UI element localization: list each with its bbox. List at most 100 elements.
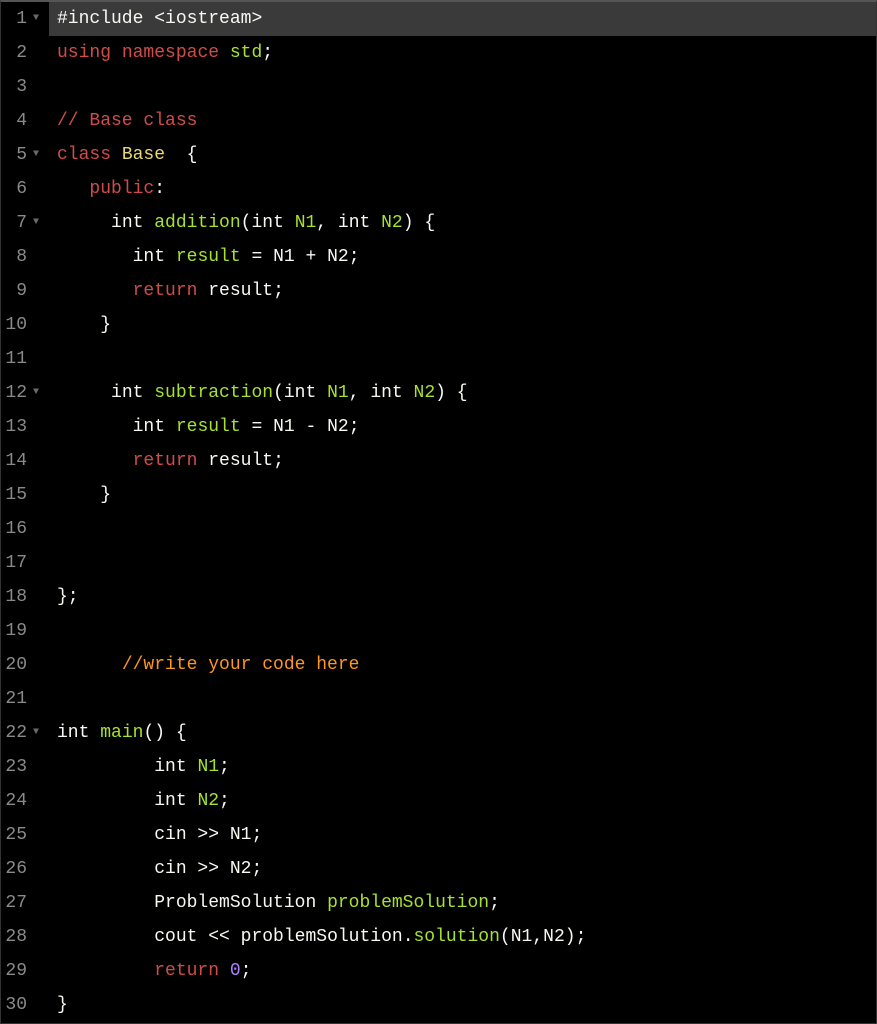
gutter-line: 22▼ xyxy=(1,716,39,750)
code-line[interactable] xyxy=(49,546,876,580)
code-token: ; xyxy=(262,43,273,63)
code-token: // Base class xyxy=(57,111,197,131)
gutter-line: 16 xyxy=(1,512,39,546)
code-token: #include xyxy=(57,9,143,29)
code-token xyxy=(284,213,295,233)
code-token xyxy=(143,383,154,403)
gutter-line: 26 xyxy=(1,852,39,886)
line-number: 16 xyxy=(5,512,27,546)
code-line[interactable]: int N2; xyxy=(49,784,876,818)
code-token: cout xyxy=(154,927,197,947)
code-token xyxy=(219,43,230,63)
code-token: ); xyxy=(565,927,587,947)
code-line[interactable]: }; xyxy=(49,580,876,614)
fold-arrow-icon[interactable]: ▼ xyxy=(29,138,39,172)
code-line[interactable] xyxy=(49,70,876,104)
line-number: 2 xyxy=(16,36,27,70)
code-token: N1 xyxy=(511,927,533,947)
code-token xyxy=(57,281,133,301)
code-token xyxy=(57,825,154,845)
line-number: 27 xyxy=(5,886,27,920)
code-token: ) { xyxy=(435,383,467,403)
code-editor[interactable]: 1▼2345▼67▼89101112▼13141516171819202122▼… xyxy=(1,2,876,1023)
code-line[interactable]: int main() { xyxy=(49,716,876,750)
code-line[interactable]: int result = N1 + N2; xyxy=(49,240,876,274)
code-token xyxy=(316,383,327,403)
fold-arrow-icon[interactable]: ▼ xyxy=(29,376,39,410)
code-line[interactable]: int N1; xyxy=(49,750,876,784)
code-token: int xyxy=(133,247,165,267)
line-number: 12 xyxy=(5,376,27,410)
code-token: cin xyxy=(154,825,186,845)
code-token: ; xyxy=(273,451,284,471)
code-line[interactable]: } xyxy=(49,478,876,512)
code-token: ; xyxy=(349,417,360,437)
code-line[interactable]: cin >> N2; xyxy=(49,852,876,886)
code-line[interactable]: // Base class xyxy=(49,104,876,138)
code-line[interactable]: int addition(int N1, int N2) { xyxy=(49,206,876,240)
code-token: result xyxy=(208,451,273,471)
code-token: N2 xyxy=(327,247,349,267)
code-token xyxy=(165,247,176,267)
code-token: int xyxy=(251,213,283,233)
gutter-line: 4 xyxy=(1,104,39,138)
code-line[interactable]: int subtraction(int N1, int N2) { xyxy=(49,376,876,410)
line-number: 21 xyxy=(5,682,27,716)
code-token: problemSolution xyxy=(241,927,403,947)
line-number: 11 xyxy=(5,342,27,376)
code-token xyxy=(57,961,154,981)
code-token xyxy=(57,859,154,879)
fold-arrow-icon[interactable]: ▼ xyxy=(29,206,39,240)
code-line[interactable]: //write your code here xyxy=(49,648,876,682)
code-line[interactable]: return result; xyxy=(49,274,876,308)
gutter-line: 29 xyxy=(1,954,39,988)
code-token: int xyxy=(338,213,370,233)
code-line[interactable]: } xyxy=(49,988,876,1022)
code-token: N1 xyxy=(197,757,219,777)
code-line[interactable] xyxy=(49,682,876,716)
code-token xyxy=(197,451,208,471)
code-token: int xyxy=(133,417,165,437)
code-line[interactable]: public: xyxy=(49,172,876,206)
code-token: = xyxy=(241,417,273,437)
code-token: ( xyxy=(241,213,252,233)
fold-arrow-icon[interactable]: ▼ xyxy=(29,716,39,750)
code-token: - xyxy=(295,417,327,437)
fold-arrow-icon[interactable]: ▼ xyxy=(29,2,39,36)
code-token: cin xyxy=(154,859,186,879)
code-line[interactable]: using namespace std; xyxy=(49,36,876,70)
code-line[interactable] xyxy=(49,342,876,376)
code-token: ( xyxy=(500,927,511,947)
code-token: 0 xyxy=(230,961,241,981)
code-line[interactable]: int result = N1 - N2; xyxy=(49,410,876,444)
code-token: N2 xyxy=(197,791,219,811)
line-number: 9 xyxy=(16,274,27,308)
code-line[interactable]: #include <iostream> xyxy=(49,2,876,36)
code-line[interactable]: } xyxy=(49,308,876,342)
code-token xyxy=(57,213,111,233)
line-number: 29 xyxy=(5,954,27,988)
code-token: >> xyxy=(187,859,230,879)
code-token: ; xyxy=(219,791,230,811)
line-number: 5 xyxy=(16,138,27,172)
code-line[interactable]: cout << problemSolution.solution(N1,N2); xyxy=(49,920,876,954)
code-line[interactable]: return result; xyxy=(49,444,876,478)
code-token: public xyxy=(89,179,154,199)
line-number: 7 xyxy=(16,206,27,240)
code-line[interactable]: cin >> N1; xyxy=(49,818,876,852)
code-line[interactable]: class Base { xyxy=(49,138,876,172)
code-line[interactable] xyxy=(49,512,876,546)
code-line[interactable] xyxy=(49,614,876,648)
line-number: 4 xyxy=(16,104,27,138)
code-token xyxy=(370,213,381,233)
code-token: return xyxy=(133,281,198,301)
code-line[interactable]: return 0; xyxy=(49,954,876,988)
code-content-area[interactable]: #include <iostream>using namespace std; /… xyxy=(49,2,876,1023)
code-token xyxy=(57,893,154,913)
line-number: 23 xyxy=(5,750,27,784)
code-line[interactable]: ProblemSolution problemSolution; xyxy=(49,886,876,920)
code-token: ; xyxy=(241,961,252,981)
code-token xyxy=(57,383,111,403)
code-token: result xyxy=(208,281,273,301)
code-token xyxy=(57,451,133,471)
